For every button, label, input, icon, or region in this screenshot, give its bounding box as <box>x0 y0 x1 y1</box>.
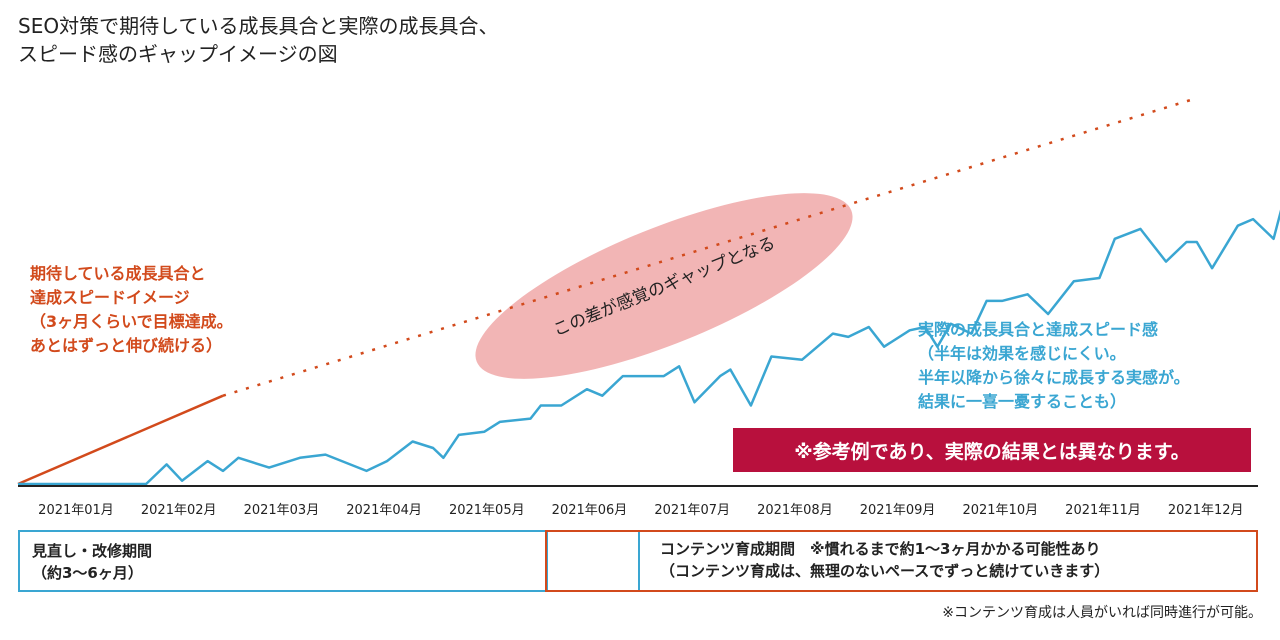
content-period-note: （コンテンツ育成は、無理のないペースでずっと続けていきます） <box>660 562 1110 580</box>
gap-ellipse <box>475 193 853 379</box>
x-tick-label: 2021年02月 <box>141 503 217 518</box>
content-period-text: コンテンツ育成期間 ※慣れるまで約1〜3ヶ月かかる可能性あり （コンテンツ育成は… <box>660 538 1109 582</box>
title-line-1: SEO対策で期待している成長具合と実際の成長具合、 <box>18 14 499 38</box>
x-tick-label: 2021年01月 <box>38 503 114 518</box>
review-period-box: 見直し・改修期間 （約3〜6ヶ月） <box>18 530 548 592</box>
x-tick-label: 2021年05月 <box>449 503 525 518</box>
actual-series-line <box>18 209 1280 486</box>
x-tick-label: 2021年12月 <box>1168 503 1244 518</box>
actual-growth-label: 実際の成長具合と達成スピード感 （半年は効果を感じにくい。 半年以降から徐々に成… <box>918 318 1190 414</box>
actual-label-line-1: 実際の成長具合と達成スピード感 <box>918 320 1159 339</box>
disclaimer-banner: ※参考例であり、実際の結果とは異なります。 <box>733 428 1251 472</box>
x-tick-label: 2021年04月 <box>346 503 422 518</box>
footnote: ※コンテンツ育成は人員がいれば同時進行が可能。 <box>942 605 1262 621</box>
actual-label-line-3: 半年以降から徐々に成長する実感が。 <box>918 368 1190 387</box>
expected-label-line-4: あとはずっと伸び続ける） <box>30 336 223 355</box>
x-tick-label: 2021年10月 <box>962 503 1038 518</box>
actual-label-line-2: （半年は効果を感じにくい。 <box>918 344 1126 363</box>
expected-label-line-1: 期待している成長具合と <box>30 264 206 283</box>
expected-label-line-2: 達成スピードイメージ <box>30 288 190 307</box>
page-title: SEO対策で期待している成長具合と実際の成長具合、 スピード感のギャップイメージ… <box>18 12 498 68</box>
x-tick-label: 2021年03月 <box>244 503 320 518</box>
period-overlap-divider <box>638 532 640 590</box>
x-tick-label: 2021年09月 <box>860 503 936 518</box>
expected-series-dotted <box>222 96 1198 397</box>
review-period-duration: （約3〜6ヶ月） <box>32 564 143 582</box>
expected-series-solid <box>17 394 224 486</box>
expected-label-line-3: （3ヶ月くらいで目標達成。 <box>30 312 233 331</box>
title-line-2: スピード感のギャップイメージの図 <box>18 42 338 66</box>
expected-growth-label: 期待している成長具合と 達成スピードイメージ （3ヶ月くらいで目標達成。 あとは… <box>30 262 233 358</box>
actual-label-line-4: 結果に一喜一憂することも） <box>918 392 1127 411</box>
x-tick-label: 2021年08月 <box>757 503 833 518</box>
content-period-title: コンテンツ育成期間 ※慣れるまで約1〜3ヶ月かかる可能性あり <box>660 540 1101 558</box>
review-period-title: 見直し・改修期間 <box>32 542 153 560</box>
x-tick-label: 2021年06月 <box>552 503 628 518</box>
x-tick-label: 2021年11月 <box>1065 503 1141 518</box>
x-tick-label: 2021年07月 <box>654 503 730 518</box>
content-period-box <box>545 530 1258 592</box>
